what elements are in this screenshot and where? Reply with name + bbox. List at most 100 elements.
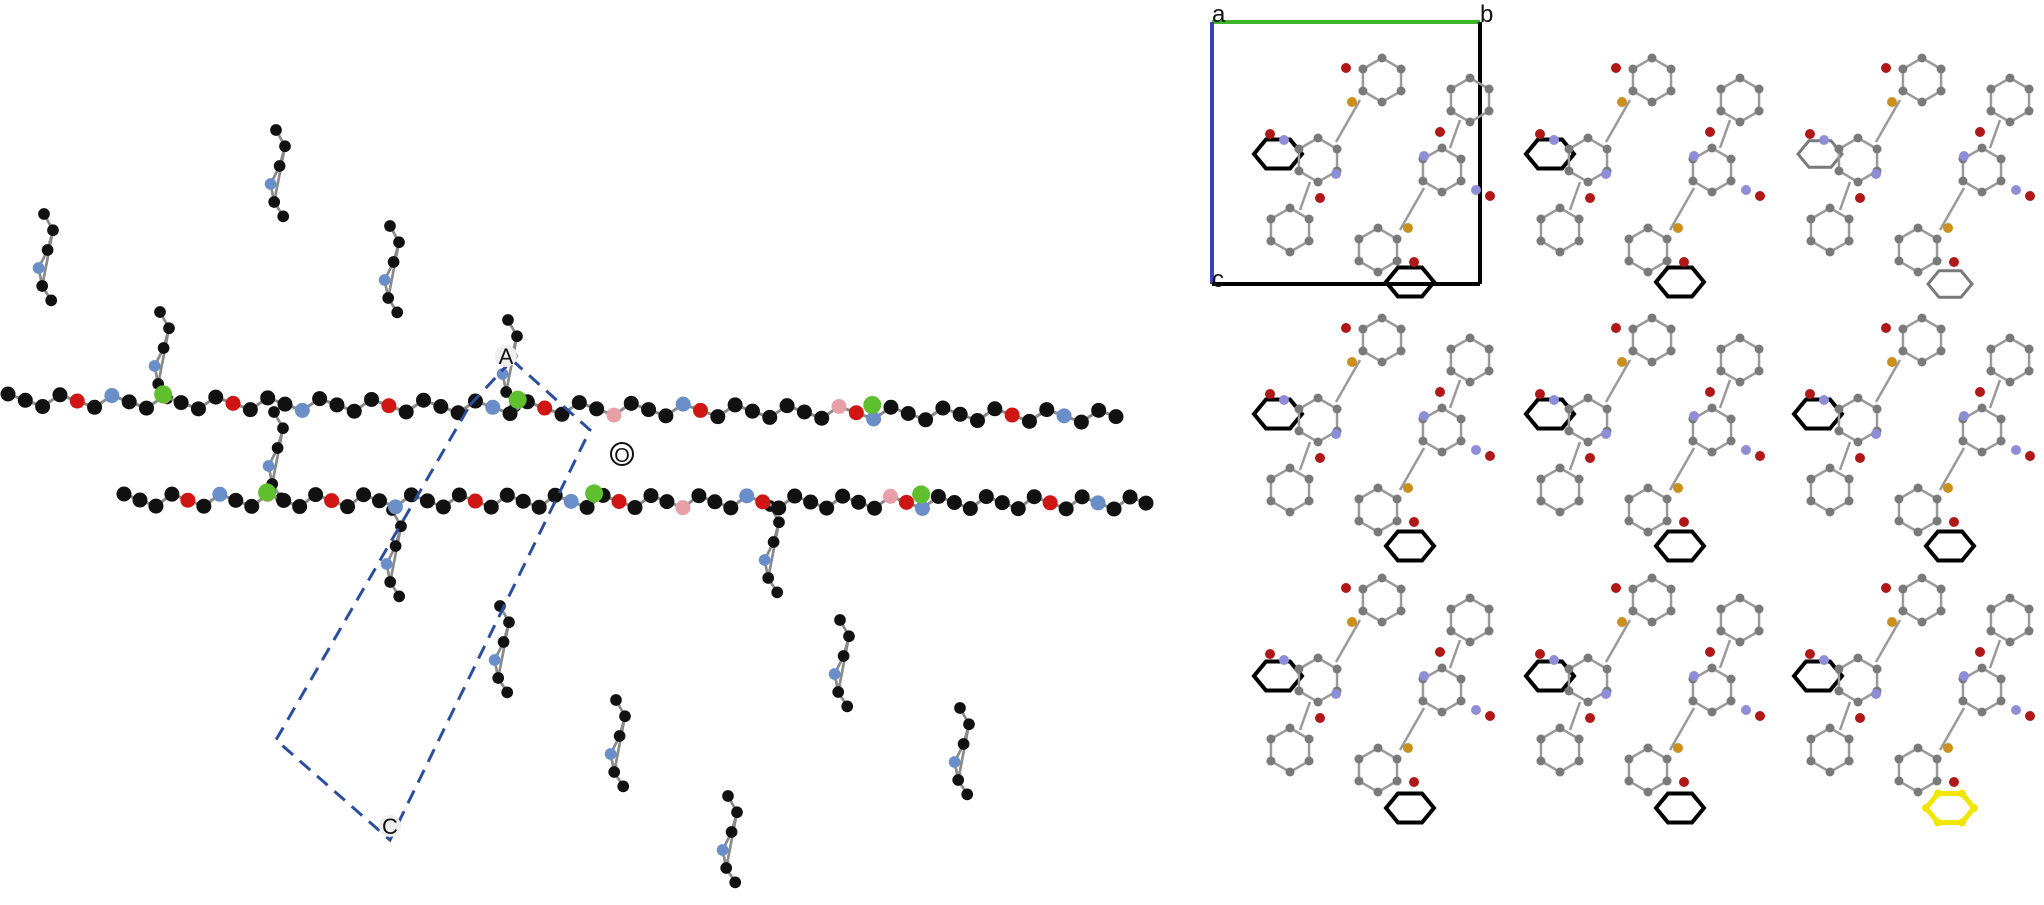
benzene-ring	[1653, 529, 1707, 563]
axis-label-b-right: b	[1480, 1, 1493, 28]
nitrogen-atom	[1471, 705, 1481, 715]
nitrogen-atom	[1959, 411, 1969, 421]
organic-molecule	[1894, 73, 2035, 277]
oxygen-atom	[1705, 127, 1715, 137]
oxygen-atom	[1409, 257, 1419, 267]
sulfur-atom	[1943, 483, 1953, 493]
benzene-ring	[1251, 659, 1305, 693]
nitrogen-atom	[1279, 655, 1289, 665]
oxygen-atom	[1485, 711, 1495, 721]
nitrogen-atom	[1689, 671, 1699, 681]
oxygen-atom	[1535, 129, 1545, 139]
oxygen-atom	[1341, 583, 1351, 593]
nitrogen-atom	[1871, 169, 1881, 179]
nitrogen-atom	[1331, 689, 1341, 699]
metal-atom	[258, 483, 277, 502]
sulfur-atom	[1673, 483, 1683, 493]
oxygen-atom	[1435, 647, 1445, 657]
oxygen-atom	[1705, 647, 1715, 657]
benzene-ring	[1251, 397, 1305, 431]
oxygen-atom	[2025, 451, 2035, 461]
organic-molecule	[1354, 333, 1495, 537]
benzene-ring	[1251, 137, 1305, 171]
nitrogen-atom	[1819, 135, 1829, 145]
oxygen-atom	[1881, 63, 1891, 73]
oxygen-atom	[1949, 777, 1959, 787]
organic-molecule	[1894, 593, 2035, 797]
sulfur-atom	[1347, 617, 1357, 627]
organic-molecule	[1265, 53, 1406, 257]
sulfur-atom	[1943, 223, 1953, 233]
benzene-ring	[1383, 791, 1437, 825]
oxygen-atom	[1435, 127, 1445, 137]
svg-text:A: A	[499, 344, 514, 369]
sulfur-atom	[1673, 743, 1683, 753]
oxygen-atom	[1805, 389, 1815, 399]
layer-upper	[0, 385, 1124, 430]
axis-label-c: C	[379, 814, 401, 839]
nitrogen-atom	[1741, 445, 1751, 455]
axis-label-o: O	[610, 442, 634, 467]
oxygen-atom	[1315, 713, 1325, 723]
highlight-atom	[1934, 818, 1942, 827]
organic-molecule	[1265, 313, 1406, 517]
oxygen-atom	[1805, 649, 1815, 659]
oxygen-atom	[1975, 647, 1985, 657]
nitrogen-atom	[1601, 429, 1611, 439]
oxygen-atom	[1265, 129, 1275, 139]
organic-molecules-right	[1265, 53, 2035, 797]
oxygen-atom	[1585, 713, 1595, 723]
solvent-molecule	[948, 702, 975, 801]
solvent-molecule	[604, 694, 631, 793]
oxygen-atom	[1315, 453, 1325, 463]
oxygen-atom	[1535, 649, 1545, 659]
solvent-molecule	[148, 306, 175, 405]
solvent-molecule	[378, 220, 405, 319]
nitrogen-atom	[2011, 705, 2021, 715]
nitrogen-atom	[1419, 671, 1429, 681]
oxygen-atom	[1341, 323, 1351, 333]
sulfur-atom	[1887, 357, 1897, 367]
solvent-molecule	[828, 614, 855, 713]
nitrogen-atom	[1959, 671, 1969, 681]
sulfur-atom	[1887, 617, 1897, 627]
svg-text:C: C	[382, 814, 398, 839]
sulfur-atom	[1617, 357, 1627, 367]
benzene-solvent-rings	[1251, 137, 1978, 827]
benzene-ring	[1791, 397, 1845, 431]
nitrogen-atom	[1689, 151, 1699, 161]
organic-molecule	[1805, 573, 1946, 777]
highlight-atom	[1934, 789, 1942, 798]
organic-molecule	[1805, 53, 1946, 257]
metal-atom	[154, 385, 173, 404]
nitrogen-atom	[1601, 689, 1611, 699]
oxygen-atom	[1585, 193, 1595, 203]
sulfur-atom	[1943, 743, 1953, 753]
oxygen-atom	[1679, 517, 1689, 527]
organic-molecule	[1354, 73, 1495, 277]
nitrogen-atom	[1959, 151, 1969, 161]
nitrogen-atom	[1549, 655, 1559, 665]
benzene-ring	[1653, 265, 1707, 299]
solvent-molecule	[264, 124, 291, 223]
nitrogen-atom	[1279, 135, 1289, 145]
metal-atom	[863, 395, 882, 414]
metal-atom	[912, 485, 931, 504]
left-panel-packing-view: A O C	[0, 124, 1154, 889]
sulfur-atom	[1403, 223, 1413, 233]
oxygen-atom	[1949, 517, 1959, 527]
benzene-ring	[1926, 269, 1974, 299]
oxygen-atom	[2025, 191, 2035, 201]
nitrogen-atom	[1819, 395, 1829, 405]
organic-molecule	[1624, 333, 1765, 537]
nitrogen-atom	[1471, 185, 1481, 195]
oxygen-atom	[1611, 63, 1621, 73]
sulfur-atom	[1347, 357, 1357, 367]
nitrogen-atom	[1331, 429, 1341, 439]
benzene-ring	[1523, 397, 1577, 431]
axis-label-a-right: a	[1212, 1, 1226, 28]
benzene-ring	[1383, 529, 1437, 563]
nitrogen-atom	[1279, 395, 1289, 405]
oxygen-atom	[1265, 389, 1275, 399]
benzene-ring	[1523, 659, 1577, 693]
